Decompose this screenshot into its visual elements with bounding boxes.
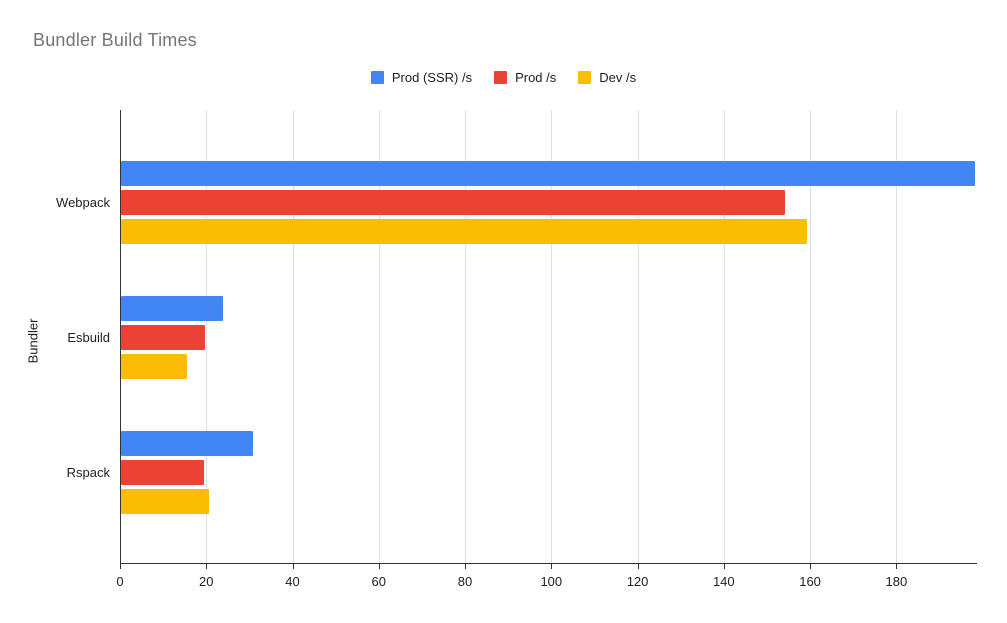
axis-tick [465,563,467,569]
gridline [206,110,208,563]
axis-tick [637,563,639,569]
legend-item: Prod /s [494,70,556,85]
y-axis-line [120,110,121,569]
legend-item: Prod (SSR) /s [370,70,473,85]
legend-swatch-icon [494,71,508,84]
category-label: Rspack [66,464,110,480]
gridline [292,110,294,563]
axis-tick [551,563,553,569]
x-tick-label: 40 [285,574,300,589]
gridline [896,110,898,563]
gridline [551,110,553,563]
x-axis-line [120,563,977,564]
axis-tick [896,563,898,569]
gridline [723,110,725,563]
category-label: Webpack [56,194,110,210]
chart-title: Bundler Build Times [33,30,197,50]
bar-esbuild-prod [121,325,206,350]
legend-label: Prod /s [515,70,557,85]
x-tick-label: 180 [885,574,908,589]
x-tick-label: 60 [371,574,387,589]
axis-tick [723,563,725,569]
legend-label: Dev /s [599,70,637,85]
x-tick-label: 80 [457,574,473,589]
bar-webpack-prod [121,190,786,215]
x-tick-label: 140 [712,574,735,589]
gridline [465,110,467,563]
x-tick-label: 120 [626,574,649,589]
gridline [637,110,639,563]
bar-webpack-dev [121,219,807,244]
legend-swatch-icon [370,71,384,84]
bar-rspack-dev [121,489,209,514]
legend-swatch-icon [578,71,592,84]
x-tick-label: 0 [116,574,124,589]
axis-tick [292,563,294,569]
gridline [810,110,812,563]
x-tick-label: 160 [799,574,821,589]
axis-tick [206,563,208,569]
x-tick-label: 20 [199,574,214,589]
legend-label: Prod (SSR) /s [391,70,473,85]
axis-tick [378,563,380,569]
bar-esbuild-prod-ssr [121,296,224,321]
legend: Prod (SSR) /s Prod /s Dev /s [0,70,1007,85]
category-label: Esbuild [67,329,110,345]
gridline [378,110,380,563]
bar-rspack-prod-ssr [121,431,253,456]
axis-tick [810,563,812,569]
bar-rspack-prod [121,460,204,485]
bar-esbuild-dev [121,354,187,379]
x-tick-label: 100 [540,574,563,589]
bar-webpack-prod-ssr [121,161,975,186]
legend-item: Dev /s [578,70,636,85]
